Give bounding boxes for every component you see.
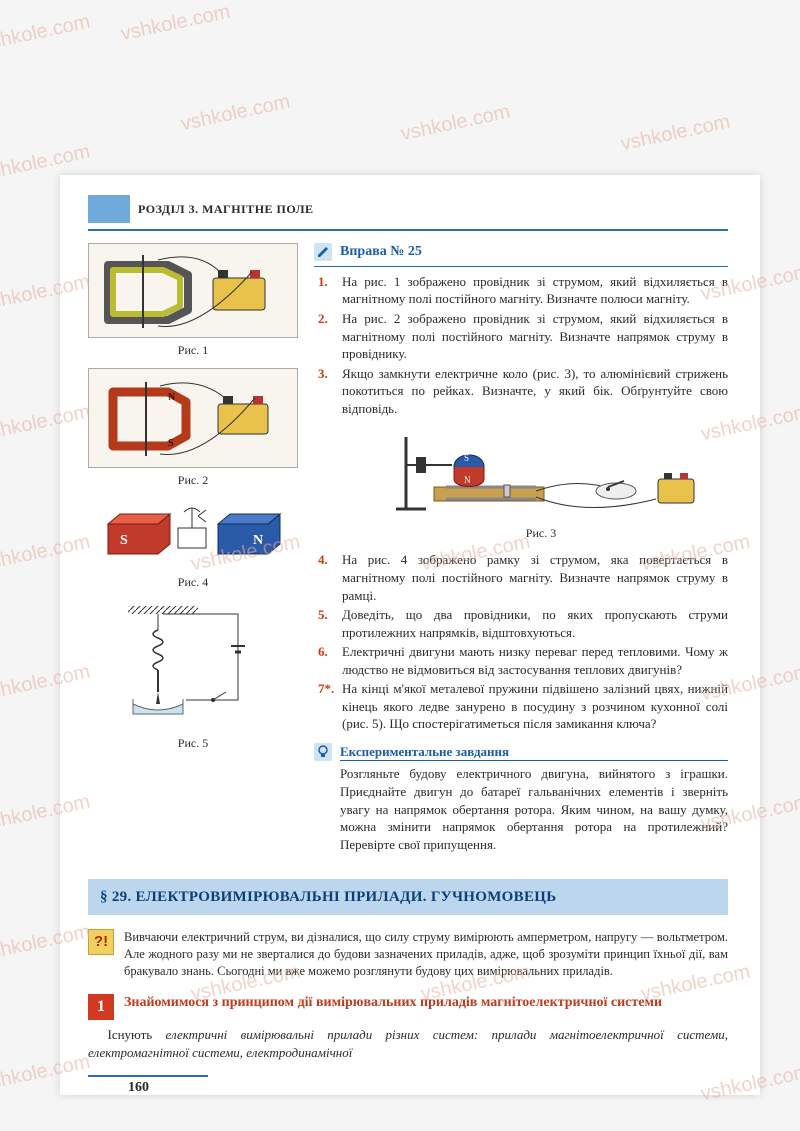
figure-5 — [88, 601, 298, 731]
exercise-item: 1. На рис. 1 зображено провідник зі стру… — [318, 273, 728, 308]
exercise-item: 2. На рис. 2 зображено провідник зі стру… — [318, 310, 728, 363]
exercise-item: 4. На рис. 4 зображено рамку зі струмом,… — [318, 551, 728, 604]
item-text: Електричні двигуни мають низку переваг п… — [342, 643, 728, 678]
figures-column: Рис. 1 N S Рис. 2 S — [88, 243, 298, 853]
svg-text:S: S — [120, 533, 128, 548]
item-number: 7*. — [318, 680, 336, 733]
chapter-marker — [88, 195, 130, 223]
svg-text:S: S — [464, 453, 469, 463]
item-text: Якщо замкнути електричне коло (рис. 3), … — [342, 365, 728, 418]
item-text: На рис. 4 зображено рамку зі струмом, як… — [342, 551, 728, 604]
intro-row: ?! Вивчаючи електричний струм, ви дізнал… — [88, 929, 728, 980]
svg-text:N: N — [253, 533, 263, 548]
subsection-header: 1 Знайомимося з принципом дії вимірюваль… — [88, 994, 728, 1020]
page-number: 160 — [128, 1079, 728, 1098]
figure-3: S N — [354, 425, 728, 521]
item-number: 5. — [318, 606, 336, 641]
watermark: vshkole.com — [0, 9, 93, 59]
figure-3-caption: Рис. 3 — [354, 525, 728, 541]
intro-text: Вивчаючи електричний струм, ви дізналися… — [124, 929, 728, 980]
question-icon: ?! — [88, 929, 114, 955]
figure-2-caption: Рис. 2 — [88, 472, 298, 488]
section-heading: § 29. ЕЛЕКТРОВИМІРЮВАЛЬНІ ПРИЛАДИ. ГУЧНО… — [88, 879, 728, 915]
watermark: vshkole.com — [398, 99, 512, 149]
figure-2: N S — [88, 368, 298, 468]
subsection-number: 1 — [88, 994, 114, 1020]
exercise-item: 7*. На кінці м'якої металевої пружини пі… — [318, 680, 728, 733]
bulb-icon — [314, 743, 332, 761]
divider — [314, 266, 728, 267]
figure-5-caption: Рис. 5 — [88, 735, 298, 751]
experiment-title: Експериментальне завдання — [340, 743, 728, 762]
item-text: Доведіть, що два провідники, по яких про… — [342, 606, 728, 641]
exercise-item: 5. Доведіть, що два провідники, по яких … — [318, 606, 728, 641]
item-number: 3. — [318, 365, 336, 418]
figure-4-caption: Рис. 4 — [88, 574, 298, 590]
item-number: 6. — [318, 643, 336, 678]
svg-text:S: S — [168, 438, 174, 449]
watermark: vshkole.com — [618, 109, 732, 159]
figure-1-caption: Рис. 1 — [88, 342, 298, 358]
pencil-icon — [314, 243, 332, 261]
chapter-bar: РОЗДІЛ 3. МАГНІТНЕ ПОЛЕ — [88, 195, 728, 223]
item-text: На рис. 1 зображено провідник зі струмом… — [342, 273, 728, 308]
chapter-title: РОЗДІЛ 3. МАГНІТНЕ ПОЛЕ — [138, 201, 314, 217]
watermark: vshkole.com — [178, 89, 292, 139]
body-paragraph: Існують електричні вимірювальні прилади … — [88, 1026, 728, 1061]
exercise-list: 1. На рис. 1 зображено провідник зі стру… — [314, 273, 728, 417]
exercise-header: Вправа № 25 — [314, 243, 728, 262]
experiment-body: Розгляньте будову електричного двигуна, … — [314, 765, 728, 853]
item-number: 1. — [318, 273, 336, 308]
item-text: На рис. 2 зображено провідник зі струмом… — [342, 310, 728, 363]
figure-3-wrap: S N Рис. 3 — [354, 425, 728, 541]
figure-1 — [88, 243, 298, 338]
exercise-list-cont: 4. На рис. 4 зображено рамку зі струмом,… — [314, 551, 728, 732]
item-number: 4. — [318, 551, 336, 604]
exercise-item: 6. Електричні двигуни мають низку перева… — [318, 643, 728, 678]
textbook-page: РОЗДІЛ 3. МАГНІТНЕ ПОЛЕ Рис. 1 — [60, 175, 760, 1095]
subsection-title: Знайомимося з принципом дії вимірювальни… — [124, 994, 662, 1020]
divider — [88, 229, 728, 231]
exercise-item: 3. Якщо замкнути електричне коло (рис. 3… — [318, 365, 728, 418]
item-text: На кінці м'якої металевої пружини підвіш… — [342, 680, 728, 733]
svg-text:N: N — [464, 475, 471, 485]
content-column: Вправа № 25 1. На рис. 1 зображено прові… — [314, 243, 728, 853]
page-number-rule — [88, 1075, 208, 1077]
watermark: vshkole.com — [118, 0, 232, 48]
exercise-title: Вправа № 25 — [340, 243, 422, 262]
item-number: 2. — [318, 310, 336, 363]
experiment-header: Експериментальне завдання — [314, 743, 728, 762]
svg-text:N: N — [168, 392, 175, 403]
figure-4: S N — [88, 498, 298, 570]
